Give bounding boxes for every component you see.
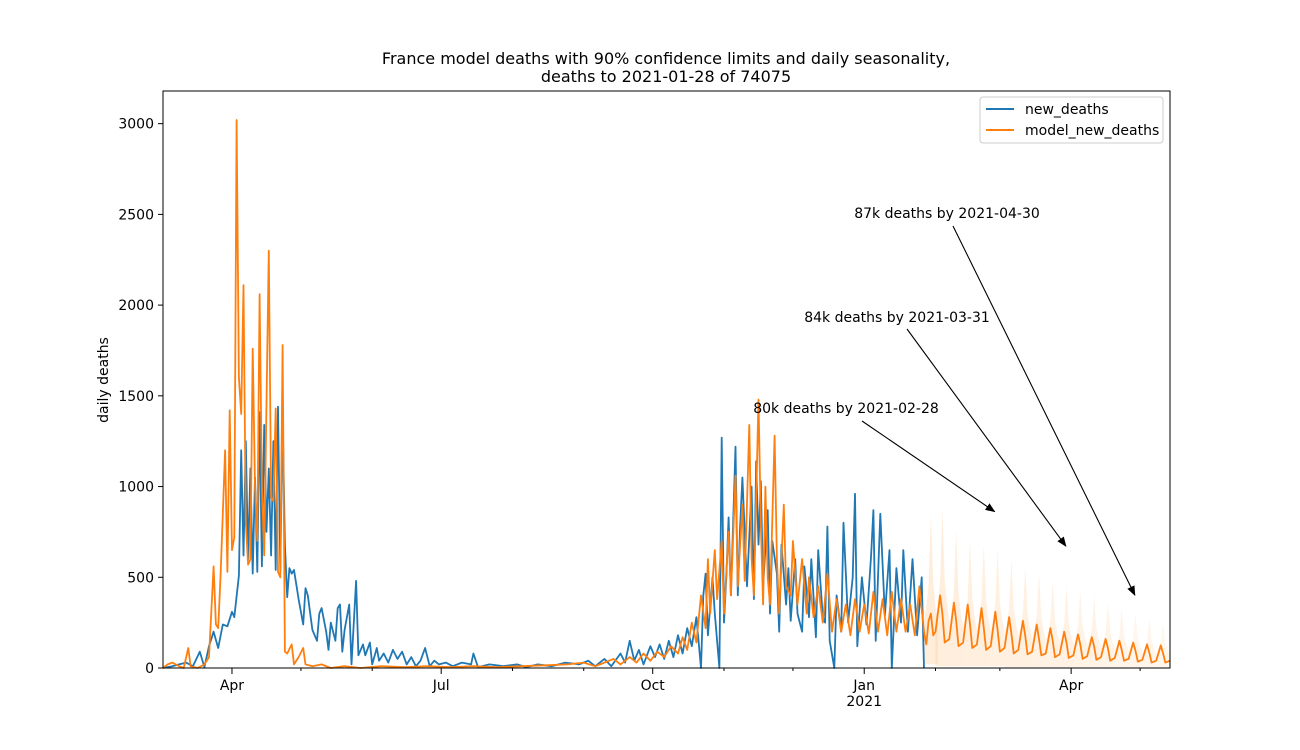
plot-area [163,91,1170,668]
annotation-label: 80k deaths by 2021-02-28 [753,401,939,417]
annotation-arrow [952,225,1136,596]
chart-title-line-1: France model deaths with 90% confidence … [382,49,950,68]
series-line-model-new-deaths [162,119,1171,669]
x-tick-label: Jan [852,678,875,694]
confidence-band-segment [963,541,977,667]
y-tick-label: 1500 [118,389,154,405]
y-tick-label: 3000 [118,117,154,133]
confidence-band-segment [1156,622,1170,668]
x-tick-label: Apr [1059,678,1083,694]
y-axis: 0 500 1000 1500 2000 2500 3000 [118,117,163,677]
confidence-band-segment [976,544,991,667]
x-tick-label: Jul [432,678,450,694]
confidence-band-segment [1004,559,1019,668]
x-tick-sublabel: 2021 [846,694,882,710]
series-layer [162,119,1171,669]
y-tick-label: 2000 [118,298,154,314]
y-tick-label: 1000 [118,480,154,496]
legend: new_deaths model_new_deaths [979,96,1164,144]
annotation-label: 84k deaths by 2021-03-31 [804,310,990,326]
confidence-band-segment [1059,586,1074,668]
confidence-band-segment [1142,619,1157,668]
confidence-band-segment [1073,591,1088,668]
plot-frame [162,90,1171,669]
confidence-band-segment [1018,566,1033,668]
confidence-band-segment [1087,595,1101,668]
y-tick-label: 2500 [118,207,154,223]
chart-title-line-2: deaths to 2021-01-28 of 74075 [541,67,791,86]
confidence-band-segment [1045,580,1060,668]
legend-box [979,96,1164,144]
y-tick-label: 0 [145,661,154,677]
y-tick-label: 500 [127,570,154,586]
x-tick-label: Oct [641,678,666,694]
confidence-band-segment [935,508,950,667]
x-tick-label: Apr [220,678,244,694]
confidence-band-segment [1128,613,1143,668]
confidence-band-segment [1032,573,1046,668]
legend-label-model-new-deaths: model_new_deaths [1025,123,1159,139]
confidence-band-layer [924,508,1170,668]
annotation-arrow [861,420,996,513]
confidence-band-segment [1101,602,1115,668]
confidence-band-segment [990,550,1005,667]
legend-label-new-deaths: new_deaths [1025,102,1109,118]
annotation-layer: 80k deaths by 2021-02-28 84k deaths by 20… [753,206,1136,596]
annotation-label: 87k deaths by 2021-04-30 [854,206,1040,222]
confidence-band-segment [1114,608,1129,668]
confidence-band-segment [949,530,964,667]
y-axis-label: daily deaths [96,337,112,423]
annotation-arrow [906,328,1067,547]
